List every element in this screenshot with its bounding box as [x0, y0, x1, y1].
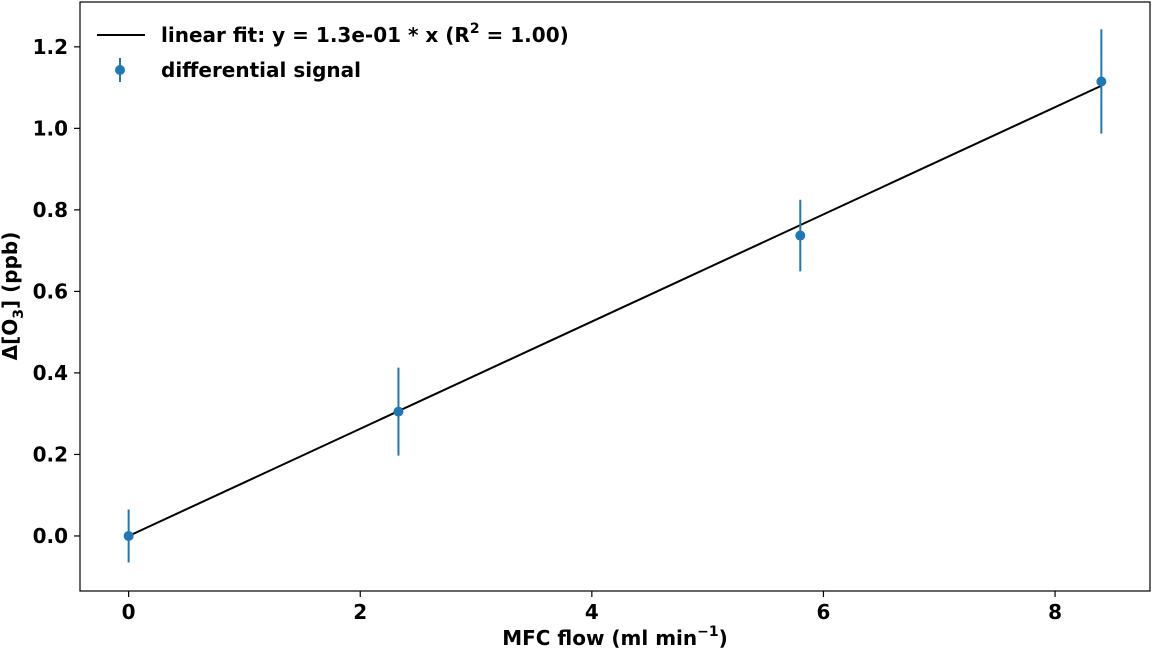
- data-point: [123, 530, 134, 541]
- y-tick-label: 1.0: [33, 116, 68, 140]
- legend-points-label: differential signal: [161, 58, 361, 82]
- y-axis-title: Δ[O3] (ppb): [0, 232, 27, 361]
- fit-line-layer: [128, 84, 1102, 537]
- x-tick-label: 4: [585, 600, 599, 624]
- legend-points-marker: [115, 65, 125, 75]
- x-tick-label: 2: [353, 600, 367, 624]
- x-tick-label: 8: [1048, 600, 1062, 624]
- x-axis: 0 2 4 6 8: [122, 591, 1062, 624]
- plot-frame: [79, 1, 1151, 592]
- y-axis: 0.0 0.2 0.4 0.6 0.8 1.0 1.2: [33, 35, 80, 548]
- y-tick-label: 0.4: [33, 361, 68, 385]
- y-tick-label: 0.8: [33, 198, 68, 222]
- data-point: [1096, 76, 1107, 87]
- fit-line: [128, 84, 1102, 537]
- y-tick-label: 0.2: [33, 442, 68, 466]
- y-tick-label: 0.0: [33, 524, 68, 548]
- x-tick-label: 6: [816, 600, 830, 624]
- y-tick-label: 1.2: [33, 35, 68, 59]
- data-point: [795, 230, 806, 241]
- y-tick-label: 0.6: [33, 279, 68, 303]
- data-points-layer: [123, 29, 1107, 563]
- legend-fit-label: linear fit: y = 1.3e-01 * x (R2 = 1.00): [161, 21, 569, 47]
- legend: linear fit: y = 1.3e-01 * x (R2 = 1.00) …: [97, 21, 569, 82]
- x-tick-label: 0: [122, 600, 136, 624]
- x-axis-title: MFC flow (ml min−1): [502, 624, 728, 649]
- data-point: [393, 406, 404, 417]
